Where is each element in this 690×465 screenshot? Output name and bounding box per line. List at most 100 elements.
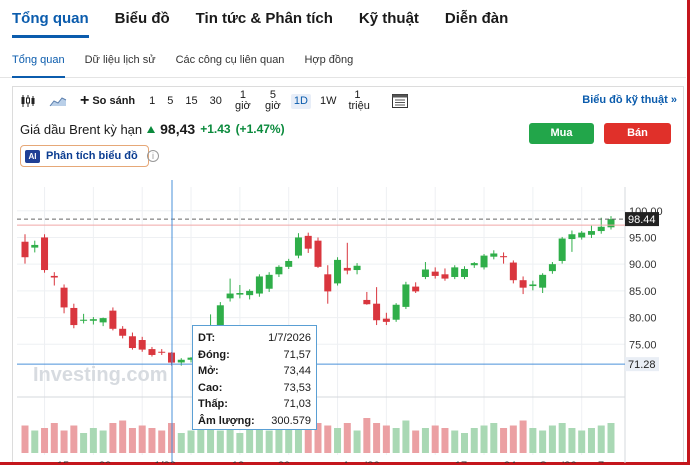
window-frame-right [687,0,690,465]
timeframe-button[interactable]: 1D [290,93,311,109]
x-tick-label: 24 [504,460,516,463]
volume-bar [412,430,420,453]
compare-label: So sánh [92,94,136,107]
price-chart[interactable]: 100.0095.0090.0085.0080.0075.00Investing… [13,87,683,463]
volume-bar [80,433,88,453]
candle-body [255,276,263,294]
candle-body [187,357,195,360]
tooltip-value: 71,03 [283,398,311,410]
timeframe-button[interactable]: 1 [146,94,158,109]
x-tick-label: 1/26 [154,460,175,463]
volume-bar [41,428,49,453]
x-tick-label: 12 [232,460,244,463]
buy-button[interactable]: Mua [529,123,594,144]
info-icon[interactable]: i [147,150,159,162]
area-chart-icon[interactable] [47,90,69,112]
volume-bar [285,428,293,453]
ai-chart-analysis-button[interactable]: AI Phân tích biểu đồ [20,145,149,167]
candle-body [607,219,615,228]
candle-body [343,267,351,271]
timeframe-button[interactable]: 15 [182,94,200,109]
sub-navigation: Tổng quan Dữ liệu lịch sử Các công cụ liên… [0,44,686,78]
volume-bar [50,423,58,453]
tooltip-row: Âm lượng: 300.579 [198,413,311,430]
sell-button[interactable]: Bán [604,123,671,144]
tooltip-label: Đóng: [198,348,230,361]
timeframe-label: 1 [354,89,361,101]
sub-nav-item[interactable]: Tổng quan [12,44,65,78]
candle-body [314,240,322,267]
technical-chart-link[interactable]: Biểu đồ kỹ thuật » [582,94,677,106]
x-tick-label: 17 [455,460,467,463]
volume-bar [470,428,478,453]
candle-body [490,253,498,257]
tooltip-value: 71,57 [283,348,311,361]
top-navigation: Tổng quan Biểu đồ Tin tức & Phân tích Kỹ th… [0,0,686,38]
volume-bar [441,428,449,453]
chart-widget: + So sánh 1 5 15 30 1 giờ 5 giờ 1D 1W 1 triệu Biểu … [12,86,684,463]
technical-chart-label: Biểu đồ kỹ thuật [582,94,668,106]
candle-body [31,244,39,248]
sub-nav-item[interactable]: Dữ liệu lịch sử [84,53,156,66]
timeframe-unit: triệu [348,100,370,112]
candle-body [138,340,146,350]
ai-chart-analysis-label: Phân tích biểu đồ [46,150,138,162]
candle-body [500,256,508,258]
volume-bar [21,425,29,453]
volume-bar [519,420,527,453]
timeframe-label: 1W [319,94,337,107]
timeframe-button[interactable]: 1W [317,94,340,109]
sub-nav-item[interactable]: Các công cụ liên quan [175,53,285,66]
candle-body [539,274,547,288]
volume-bar [587,428,595,453]
top-nav-item[interactable]: Kỹ thuật [358,10,419,27]
timeframe-label: 1 [149,94,156,107]
volume-bar [314,423,322,453]
timeframe-button[interactable]: 30 [207,94,225,109]
indicators-icon[interactable] [389,90,411,112]
candle-body [382,318,390,322]
window-frame-bottom [0,462,690,465]
candle-body [519,280,527,288]
volume-bar [70,425,78,453]
candle-body [373,303,381,321]
timeframe-button[interactable]: 1 triệu [345,88,369,114]
candlestick-type-icon[interactable] [17,90,39,112]
volume-bar [539,430,547,453]
candle-body [558,238,566,261]
volume-bar [177,433,185,453]
candle-body [246,290,254,296]
top-nav-item[interactable]: Tin tức & Phân tích [195,10,333,27]
volume-bar [99,430,107,453]
volume-bar [119,420,127,453]
candle-body [470,263,478,266]
top-nav-item[interactable]: Diễn đàn [444,10,509,27]
top-nav-item[interactable]: Tổng quan [12,0,89,38]
candle-body [158,351,166,353]
candle-body [587,231,595,235]
volume-bar [568,428,576,453]
compare-button[interactable]: + So sánh [77,92,138,110]
candle-body [363,299,371,305]
candle-body [304,235,312,249]
candle-body [324,274,332,292]
last-price-tag [625,212,659,227]
timeframe-button[interactable]: 5 [164,94,176,109]
volume-bar [382,425,390,453]
candle-body [60,287,68,308]
x-tick-label: Aug '26 [343,460,380,463]
up-arrow-icon [147,125,156,133]
candle-body [128,336,136,349]
volume-bar [158,430,166,453]
timeframe-button[interactable]: 1 giờ [231,88,255,114]
sub-nav-item[interactable]: Hợp đồng [304,53,354,66]
y-tick-label: 75.00 [629,339,657,351]
volume-bar [275,423,283,453]
tooltip-value: 73,53 [283,381,311,394]
top-nav-item[interactable]: Biểu đồ [114,10,170,27]
timeframe-button[interactable]: 5 giờ [261,88,285,114]
volume-bar [607,423,615,453]
candle-body [41,237,49,271]
tooltip-value: 73,44 [283,365,311,377]
tooltip-label: Thấp: [198,398,228,410]
